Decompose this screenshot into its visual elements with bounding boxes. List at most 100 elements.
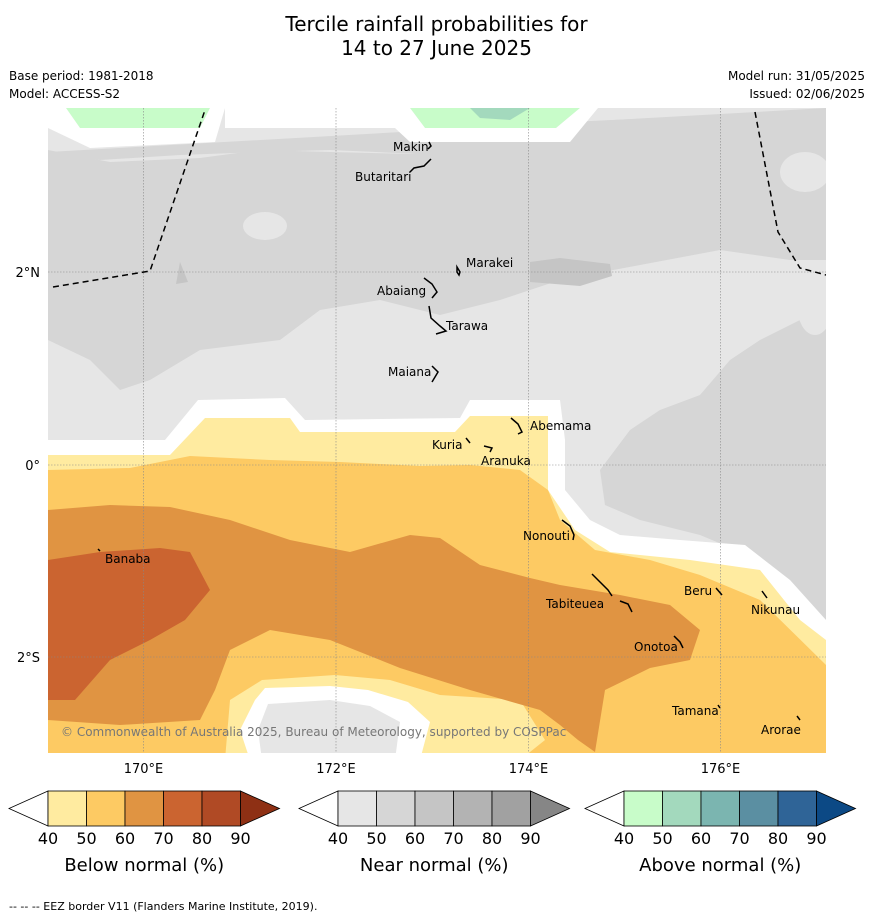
label-tamana: Tamana: [671, 704, 719, 718]
below-normal-colorbar-segment: [86, 790, 126, 827]
graticule: [48, 108, 826, 753]
light-patch-4: [48, 400, 110, 440]
near-normal-colorbar-max-arrow: [530, 790, 571, 827]
meta-left: Base period: 1981-2018 Model: ACCESS-S2: [9, 69, 154, 105]
below-normal-colorbar-max-arrow: [240, 790, 281, 827]
above-normal-colorbar-segment: [777, 790, 817, 827]
island-butaritari: [409, 158, 432, 173]
label-abemama: Abemama: [530, 419, 591, 433]
map-title: Tercile rainfall probabilities for 14 to…: [0, 12, 873, 60]
above-normal-colorbar-segment: [739, 790, 779, 827]
near-normal-colorbar-tick: 70: [443, 829, 463, 848]
island-marakei: [456, 264, 461, 277]
eez-border-west: [52, 109, 206, 288]
label-onotoa: Onotoa: [634, 640, 678, 654]
above-normal-colorbar-max-arrow: [816, 790, 857, 827]
label-tarawa: Tarawa: [445, 319, 488, 333]
place-labels: Makin Butaritari Marakei Abaiang Tarawa …: [105, 140, 801, 737]
label-tabiteuea: Tabiteuea: [545, 597, 604, 611]
island-tamana: [717, 704, 721, 709]
label-kuria: Kuria: [432, 438, 463, 452]
light-patch-3: [797, 275, 826, 335]
white-gap-north-3: [225, 108, 395, 128]
island-banaba: [97, 548, 101, 552]
title-line-1: Tercile rainfall probabilities for: [285, 12, 588, 36]
near-normal-north-band: [48, 110, 826, 390]
title-line-2: 14 to 27 June 2025: [341, 36, 532, 60]
above-normal-colorbar-segment: [700, 790, 740, 827]
island-kuria: [465, 437, 471, 444]
copyright-notice: © Commonwealth of Australia 2025, Bureau…: [61, 725, 566, 739]
above-normal-60-patch: [470, 108, 530, 120]
above-normal-colorbar-tick: 40: [614, 829, 634, 848]
label-arorae: Arorae: [761, 723, 801, 737]
model-name: Model: ACCESS-S2: [9, 87, 121, 101]
lon-tick-172e: 172°E: [316, 762, 356, 777]
map-frame: Makin Butaritari Marakei Abaiang Tarawa …: [48, 108, 826, 753]
above-normal-colorbar: 40 50 60 70 80 90 Above normal (%): [584, 790, 857, 876]
model-run: Model run: 31/05/2025: [727, 69, 865, 83]
above-normal-colorbar-tick: 70: [729, 829, 749, 848]
below-normal-colorbar-segment: [163, 790, 203, 827]
eez-border-east: [754, 111, 826, 276]
near-normal-colorbar-tick: 50: [366, 829, 386, 848]
below-normal-colorbar-tick: 70: [153, 829, 173, 848]
below-normal-colorbar-tick: 60: [115, 829, 135, 848]
meta-right: Model run: 31/05/2025 Issued: 02/06/2025: [728, 69, 865, 105]
near-normal-colorbar-tick: 80: [482, 829, 502, 848]
below-normal-colorbar-segment: [47, 790, 87, 827]
near-normal-colorbar-label: Near normal (%): [360, 855, 509, 876]
above-normal-colorbar-segment: [623, 790, 663, 827]
below-normal-70-region: [48, 548, 210, 700]
island-arorae: [796, 715, 801, 721]
lat-tick-2n: 2°N: [16, 266, 41, 281]
label-aranuka: Aranuka: [481, 454, 531, 468]
base-period: Base period: 1981-2018: [9, 69, 154, 83]
above-normal-colorbar-label: Above normal (%): [639, 855, 801, 876]
below-normal-colorbar: 40 50 60 70 80 90 Below normal (%): [8, 790, 281, 876]
lat-tick-2s: 2°S: [17, 651, 40, 666]
eez-footnote: -- -- -- EEZ border V11 (Flanders Marine…: [9, 900, 318, 913]
white-gap-north-2: [395, 108, 598, 142]
below-normal-colorbar-tick: 50: [76, 829, 96, 848]
lon-tick-176e: 176°E: [701, 762, 741, 777]
issued-date: Issued: 02/06/2025: [749, 87, 865, 101]
near-normal-colorbar-segment: [337, 790, 377, 827]
island-makin: [427, 141, 432, 150]
label-marakei: Marakei: [466, 256, 513, 270]
below-normal-60-region: [48, 505, 700, 752]
near-normal-colorbar-segment: [414, 790, 454, 827]
near-normal-60-patch-2: [176, 262, 188, 284]
above-normal-colorbar-min-arrow: [584, 790, 625, 827]
island-abaiang: [423, 277, 438, 299]
below-normal-colorbar-tick: 90: [230, 829, 250, 848]
below-normal-colorbar-label: Below normal (%): [64, 855, 224, 876]
label-nonouti: Nonouti: [523, 529, 570, 543]
label-makin: Makin: [393, 140, 429, 154]
above-normal-50-region: [66, 108, 210, 128]
label-maiana: Maiana: [388, 365, 431, 379]
island-tabiteuea: [591, 573, 633, 613]
white-gap-north-1: [48, 108, 225, 148]
below-normal-colorbar-segment: [201, 790, 241, 827]
eez-border: [52, 109, 826, 288]
lat-tick-0: 0°: [25, 459, 40, 474]
island-nonouti: [561, 519, 575, 541]
below-normal-colorbar-tick: 40: [38, 829, 58, 848]
near-normal-colorbar-tick: 60: [405, 829, 425, 848]
label-banaba: Banaba: [105, 552, 151, 566]
near-normal-colorbar-tick: 40: [328, 829, 348, 848]
above-normal-colorbar-tick: 60: [691, 829, 711, 848]
island-nikunau: [761, 590, 768, 599]
above-normal-colorbar-tick: 50: [652, 829, 672, 848]
island-abemama: [510, 417, 524, 435]
label-beru: Beru: [684, 584, 712, 598]
above-normal-colorbar-tick: 80: [768, 829, 788, 848]
light-patch-2: [780, 152, 826, 192]
above-normal-colorbar-tick: 90: [806, 829, 826, 848]
label-nikunau: Nikunau: [751, 603, 800, 617]
label-butaritari: Butaritari: [355, 170, 412, 184]
near-normal-colorbar-min-arrow: [298, 790, 339, 827]
lon-tick-labels: 170°E 172°E 174°E 176°E: [124, 762, 741, 777]
